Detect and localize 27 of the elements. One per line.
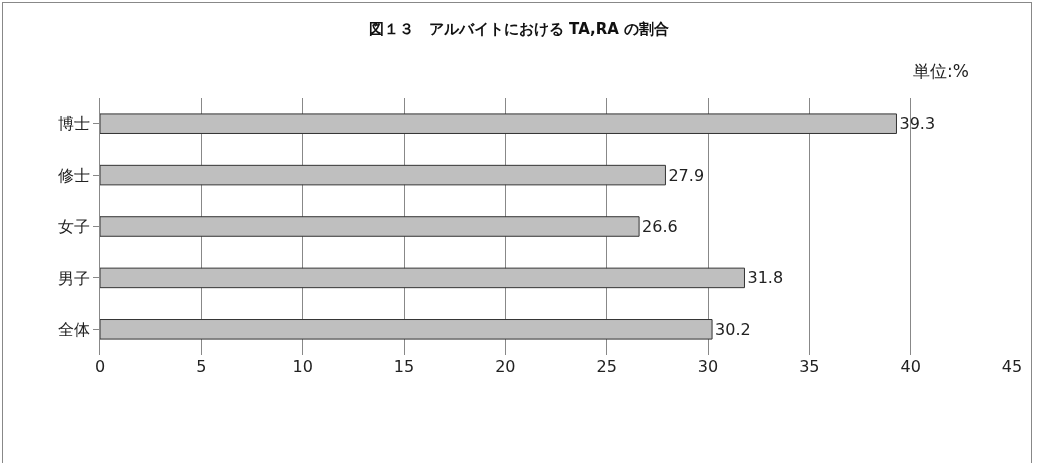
chart-title: 図１３ アルバイトにおける TA,RA の割合 xyxy=(368,19,670,38)
y-tick-label: 全体 xyxy=(57,319,90,339)
y-tick-label: 女子 xyxy=(57,217,90,237)
data-label: 39.3 xyxy=(899,114,936,134)
x-tick-label: 0 xyxy=(94,357,106,376)
y-tick-label: 修士 xyxy=(57,165,90,185)
bar xyxy=(100,216,640,237)
text: 単位:% xyxy=(913,61,969,81)
data-label: 30.2 xyxy=(715,319,751,339)
y-tick-label: 博士 xyxy=(57,114,90,134)
bar xyxy=(100,113,897,134)
x-tick-label: 15 xyxy=(393,357,415,376)
bar xyxy=(100,267,745,289)
bar xyxy=(100,164,666,186)
x-tick-label: 25 xyxy=(596,357,617,376)
x-tick-label: 5 xyxy=(196,357,207,376)
data-label: 27.9 xyxy=(668,165,705,185)
x-tick-label: 45 xyxy=(1001,357,1023,376)
bar xyxy=(100,319,713,340)
x-tick-label: 20 xyxy=(495,357,516,376)
x-tick-label: 30 xyxy=(697,357,719,376)
y-tick-label: 男子 xyxy=(57,268,90,288)
x-tick-label: 10 xyxy=(292,357,313,376)
x-tick-label: 35 xyxy=(799,357,820,376)
data-label: 26.6 xyxy=(642,217,678,236)
data-label: 31.8 xyxy=(747,268,784,288)
x-tick-label: 40 xyxy=(900,357,921,376)
